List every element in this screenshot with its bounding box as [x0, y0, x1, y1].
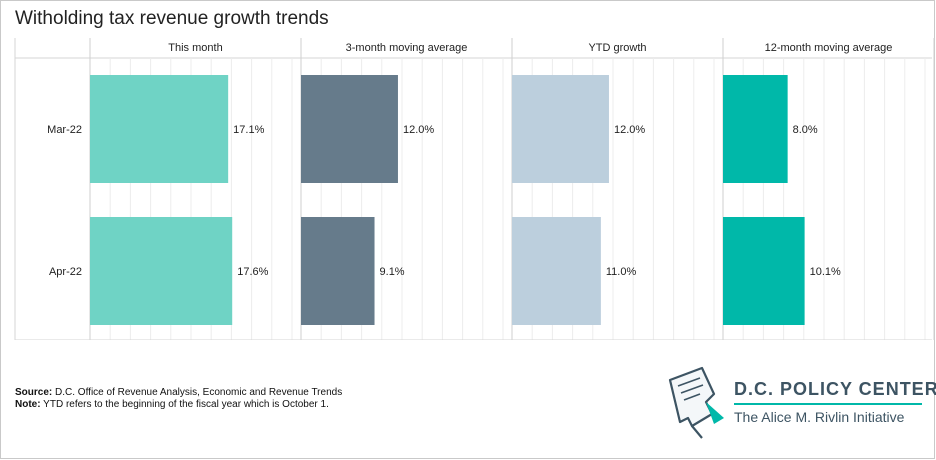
data-label: 12.0% — [614, 124, 645, 136]
footnote: Source: D.C. Office of Revenue Analysis,… — [15, 387, 342, 411]
note-text: YTD refers to the beginning of the fisca… — [40, 399, 329, 410]
data-label: 17.1% — [233, 124, 264, 136]
data-label: 17.6% — [237, 266, 268, 278]
logo-name: D.C. POLICY CENTER — [734, 379, 936, 399]
bar — [723, 75, 788, 183]
chart-title: Witholding tax revenue growth trends — [15, 8, 329, 29]
logo-subtitle: The Alice M. Rivlin Initiative — [734, 409, 905, 425]
bar — [90, 217, 233, 325]
bar — [512, 217, 601, 325]
source-line: Source: D.C. Office of Revenue Analysis,… — [15, 387, 342, 399]
bar — [301, 75, 398, 183]
chart-plot: Mar-22 Apr-22 This month 17.1% 17.6% 3-month … — [14, 38, 935, 340]
panel-header: 3-month moving average — [346, 42, 468, 54]
panel-header: YTD growth — [588, 42, 646, 54]
data-label: 9.1% — [380, 266, 405, 278]
source-label: Source: — [15, 387, 53, 398]
data-label: 10.1% — [810, 266, 841, 278]
bar — [723, 217, 805, 325]
source-text: D.C. Office of Revenue Analysis, Economi… — [52, 387, 343, 398]
document-pen-icon — [668, 366, 724, 439]
data-label: 11.0% — [606, 266, 637, 278]
data-label: 8.0% — [793, 124, 818, 136]
note-label: Note: — [15, 399, 41, 410]
bar — [301, 217, 375, 325]
category-label: Mar-22 — [47, 124, 82, 136]
panel-header: This month — [168, 42, 222, 54]
bar — [90, 75, 229, 183]
panel-header: 12-month moving average — [765, 42, 893, 54]
note-line: Note: YTD refers to the beginning of the… — [15, 399, 342, 411]
data-label: 12.0% — [403, 124, 434, 136]
dc-policy-center-logo: D.C. POLICY CENTER The Alice M. Rivlin I… — [662, 362, 936, 442]
bar — [512, 75, 609, 183]
category-label: Apr-22 — [49, 266, 82, 278]
logo-divider — [734, 403, 922, 405]
